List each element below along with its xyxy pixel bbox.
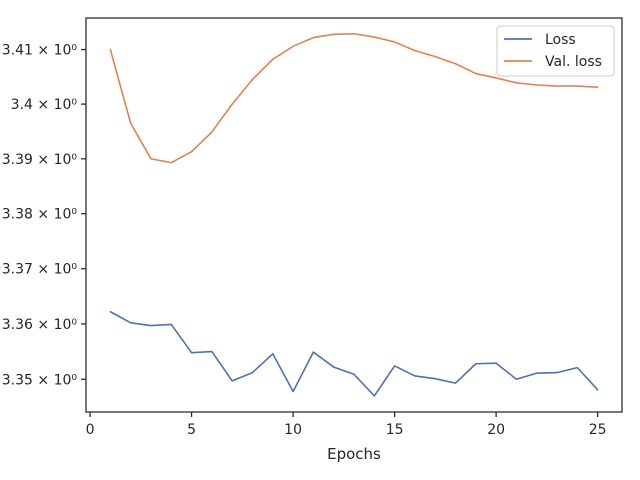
y-axis-ticks: 3.35 × 10⁰ 3.36 × 10⁰ 3.37 × 10⁰ 3.38 × 10⁰… bbox=[2, 43, 86, 388]
x-tick-label: 15 bbox=[386, 422, 404, 438]
y-tick-label: 3.35 × 10⁰ bbox=[2, 372, 78, 388]
y-tick-label: 3.39 × 10⁰ bbox=[2, 152, 78, 168]
x-tick-label: 20 bbox=[487, 422, 505, 438]
x-axis-ticks: 0 5 10 15 20 25 bbox=[86, 412, 607, 438]
y-tick-label: 3.41 × 10⁰ bbox=[2, 43, 78, 59]
plot-area-frame bbox=[85, 17, 623, 413]
x-tick-label: 5 bbox=[187, 422, 196, 438]
series-lines bbox=[109, 32, 599, 397]
y-tick-label: 3.38 × 10⁰ bbox=[2, 207, 78, 223]
y-tick-label: 3.37 × 10⁰ bbox=[2, 262, 78, 278]
series-line-val-loss bbox=[109, 32, 599, 164]
x-axis-label: Epochs bbox=[327, 445, 381, 463]
y-tick-label: 3.36 × 10⁰ bbox=[2, 317, 78, 333]
x-tick-label: 0 bbox=[86, 422, 95, 438]
legend: Loss Val. loss bbox=[496, 25, 615, 77]
series-line-loss bbox=[109, 310, 599, 397]
legend-label: Val. loss bbox=[545, 54, 602, 70]
legend-label: Loss bbox=[545, 32, 576, 48]
y-tick-label: 3.4 × 10⁰ bbox=[11, 97, 78, 113]
x-tick-label: 10 bbox=[284, 422, 302, 438]
x-tick-label: 25 bbox=[589, 422, 607, 438]
